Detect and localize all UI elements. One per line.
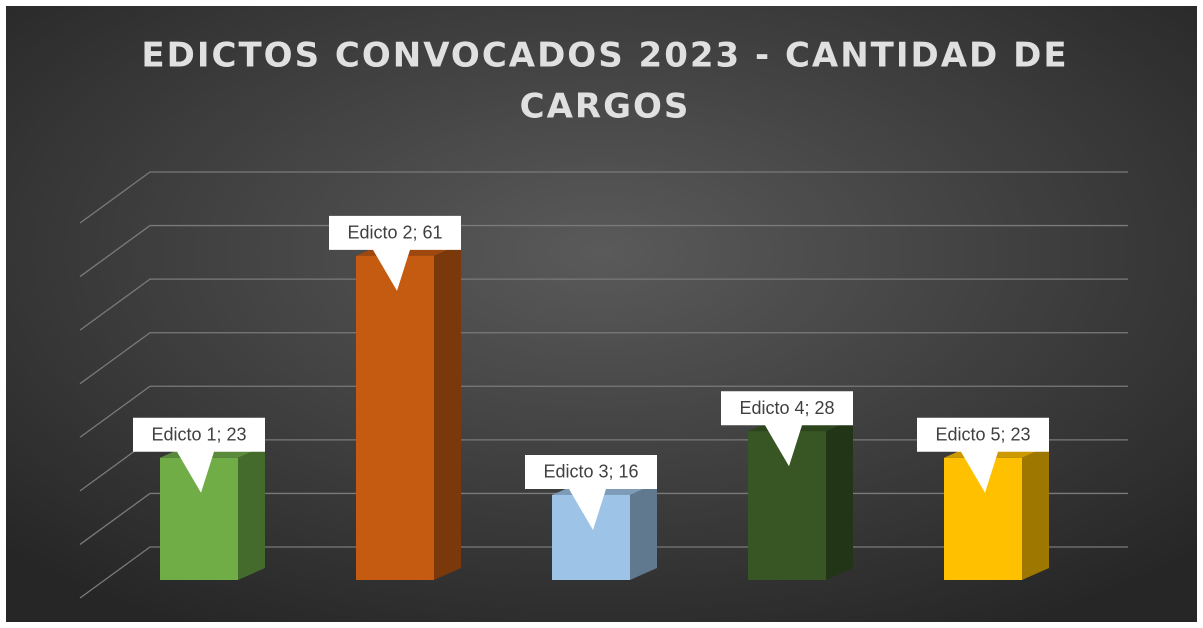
bar-side — [1022, 445, 1049, 580]
data-label: Edicto 1; 23 — [151, 425, 246, 445]
chart-title: CARGOS — [520, 87, 691, 127]
grid-line — [79, 385, 1128, 438]
bar-side — [826, 419, 853, 580]
data-label-box — [721, 391, 853, 467]
data-label-box — [133, 417, 265, 493]
data-label: Edicto 4; 28 — [739, 398, 834, 418]
grid-line — [79, 171, 1128, 224]
bar-side — [630, 482, 657, 580]
data-label: Edicto 5; 23 — [935, 425, 1030, 445]
grid-line — [79, 332, 1128, 385]
grid-line — [79, 224, 1128, 278]
bar — [356, 255, 434, 581]
chart-title: EDICTOS CONVOCADOS 2023 - CANTIDAD DE — [141, 36, 1068, 76]
bar-side — [238, 445, 265, 580]
data-label: Edicto 2; 61 — [347, 223, 442, 243]
data-label-box — [525, 454, 657, 530]
data-label: Edicto 3; 16 — [543, 462, 638, 482]
bar-side — [434, 243, 461, 581]
data-label-box — [917, 417, 1049, 493]
data-label-box — [329, 215, 461, 291]
grid-line — [79, 278, 1128, 331]
